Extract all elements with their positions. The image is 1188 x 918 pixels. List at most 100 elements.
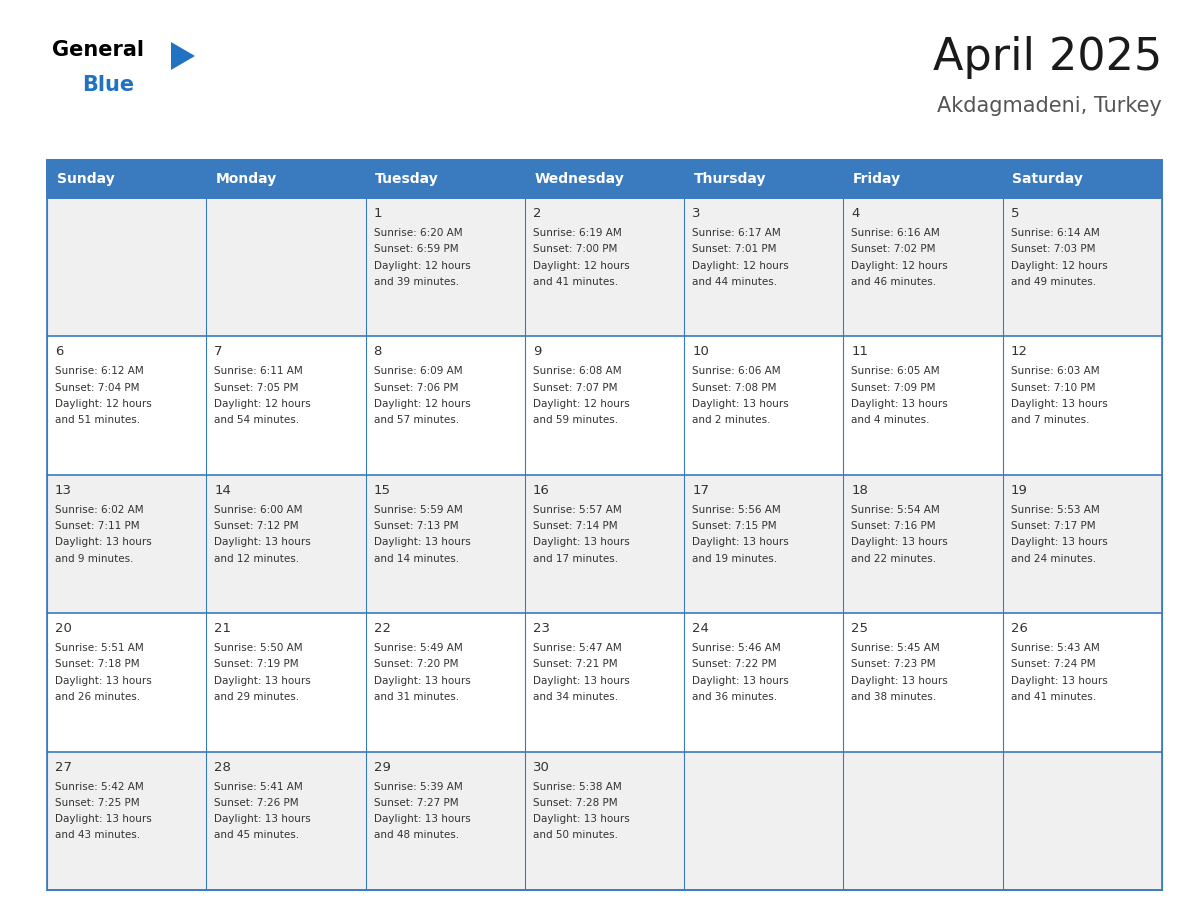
Bar [207,198,366,336]
Text: and 54 minutes.: and 54 minutes. [214,415,299,425]
Text: Daylight: 13 hours: Daylight: 13 hours [852,399,948,409]
Text: Sunrise: 6:08 AM: Sunrise: 6:08 AM [533,366,621,376]
Text: Daylight: 13 hours: Daylight: 13 hours [214,537,311,547]
Bar [525,336,684,475]
Text: and 29 minutes.: and 29 minutes. [214,692,299,702]
Bar [1003,752,1162,890]
Text: Sunset: 7:23 PM: Sunset: 7:23 PM [852,659,936,669]
Text: Sunset: 7:16 PM: Sunset: 7:16 PM [852,521,936,532]
Text: and 7 minutes.: and 7 minutes. [1011,415,1089,425]
Text: Daylight: 13 hours: Daylight: 13 hours [1011,537,1107,547]
Text: 16: 16 [533,484,550,497]
Text: Daylight: 12 hours: Daylight: 12 hours [373,261,470,271]
Text: Sunrise: 6:19 AM: Sunrise: 6:19 AM [533,228,621,238]
Bar [684,160,843,198]
Text: Sunrise: 6:16 AM: Sunrise: 6:16 AM [852,228,940,238]
Text: Sunrise: 6:17 AM: Sunrise: 6:17 AM [693,228,781,238]
Text: Sunset: 7:11 PM: Sunset: 7:11 PM [55,521,139,532]
Text: Daylight: 13 hours: Daylight: 13 hours [55,814,152,824]
Text: 3: 3 [693,207,701,220]
Text: Blue: Blue [82,75,134,95]
Text: Daylight: 13 hours: Daylight: 13 hours [533,537,630,547]
Text: Daylight: 13 hours: Daylight: 13 hours [852,676,948,686]
Text: and 4 minutes.: and 4 minutes. [852,415,930,425]
Text: Akdagmadeni, Turkey: Akdagmadeni, Turkey [937,96,1162,116]
Text: 17: 17 [693,484,709,497]
Text: Sunset: 7:07 PM: Sunset: 7:07 PM [533,383,618,393]
Text: and 38 minutes.: and 38 minutes. [852,692,936,702]
Bar [1003,160,1162,198]
Text: 1: 1 [373,207,383,220]
Text: Sunset: 7:02 PM: Sunset: 7:02 PM [852,244,936,254]
Text: Sunset: 7:25 PM: Sunset: 7:25 PM [55,798,139,808]
Text: and 51 minutes.: and 51 minutes. [55,415,140,425]
Bar [843,336,1003,475]
Text: Daylight: 13 hours: Daylight: 13 hours [214,676,311,686]
Text: and 17 minutes.: and 17 minutes. [533,554,618,564]
Text: General: General [52,40,144,60]
Text: Sunrise: 5:47 AM: Sunrise: 5:47 AM [533,644,621,654]
Bar [684,198,843,336]
Text: and 24 minutes.: and 24 minutes. [1011,554,1095,564]
Text: Sunset: 7:18 PM: Sunset: 7:18 PM [55,659,139,669]
Bar [48,336,207,475]
Bar [525,752,684,890]
Text: Daylight: 13 hours: Daylight: 13 hours [214,814,311,824]
Bar [843,475,1003,613]
Text: Sunset: 7:15 PM: Sunset: 7:15 PM [693,521,777,532]
Text: Daylight: 13 hours: Daylight: 13 hours [852,537,948,547]
Text: Sunset: 7:22 PM: Sunset: 7:22 PM [693,659,777,669]
Bar [48,613,207,752]
Text: Daylight: 12 hours: Daylight: 12 hours [373,399,470,409]
Text: Thursday: Thursday [694,172,766,186]
Text: Sunset: 7:10 PM: Sunset: 7:10 PM [1011,383,1095,393]
Bar [207,475,366,613]
Text: Sunset: 7:05 PM: Sunset: 7:05 PM [214,383,298,393]
Text: Daylight: 13 hours: Daylight: 13 hours [373,814,470,824]
Text: Saturday: Saturday [1012,172,1083,186]
Text: and 41 minutes.: and 41 minutes. [1011,692,1095,702]
Text: Sunrise: 5:38 AM: Sunrise: 5:38 AM [533,781,621,791]
Bar [843,613,1003,752]
Text: Daylight: 12 hours: Daylight: 12 hours [693,261,789,271]
Bar [1003,475,1162,613]
Text: Sunrise: 6:09 AM: Sunrise: 6:09 AM [373,366,462,376]
Text: Sunset: 7:28 PM: Sunset: 7:28 PM [533,798,618,808]
Text: Sunrise: 5:42 AM: Sunrise: 5:42 AM [55,781,144,791]
Bar [1003,198,1162,336]
Text: Sunrise: 5:41 AM: Sunrise: 5:41 AM [214,781,303,791]
Text: 23: 23 [533,622,550,635]
Text: Sunrise: 5:50 AM: Sunrise: 5:50 AM [214,644,303,654]
Text: Sunrise: 5:54 AM: Sunrise: 5:54 AM [852,505,940,515]
Text: Sunset: 7:06 PM: Sunset: 7:06 PM [373,383,459,393]
Text: Sunset: 7:13 PM: Sunset: 7:13 PM [373,521,459,532]
Bar [525,475,684,613]
Text: Sunrise: 5:43 AM: Sunrise: 5:43 AM [1011,644,1099,654]
Text: and 31 minutes.: and 31 minutes. [373,692,459,702]
Text: and 26 minutes.: and 26 minutes. [55,692,140,702]
Text: 6: 6 [55,345,63,358]
Text: and 41 minutes.: and 41 minutes. [533,277,618,287]
Text: Sunset: 7:20 PM: Sunset: 7:20 PM [373,659,459,669]
Text: Sunset: 7:19 PM: Sunset: 7:19 PM [214,659,299,669]
Text: 18: 18 [852,484,868,497]
Text: Daylight: 13 hours: Daylight: 13 hours [373,676,470,686]
Bar [207,613,366,752]
Text: 24: 24 [693,622,709,635]
Text: Daylight: 13 hours: Daylight: 13 hours [693,537,789,547]
Bar [684,752,843,890]
Text: and 22 minutes.: and 22 minutes. [852,554,936,564]
Text: 14: 14 [214,484,232,497]
Text: and 48 minutes.: and 48 minutes. [373,831,459,841]
Text: 29: 29 [373,761,391,774]
Polygon shape [171,42,195,70]
Text: Sunset: 7:08 PM: Sunset: 7:08 PM [693,383,777,393]
Text: 11: 11 [852,345,868,358]
Text: Daylight: 13 hours: Daylight: 13 hours [693,676,789,686]
Text: Sunday: Sunday [57,172,114,186]
Text: Sunrise: 6:14 AM: Sunrise: 6:14 AM [1011,228,1099,238]
Text: and 45 minutes.: and 45 minutes. [214,831,299,841]
Bar [366,475,525,613]
Text: Sunrise: 6:00 AM: Sunrise: 6:00 AM [214,505,303,515]
Text: 8: 8 [373,345,381,358]
